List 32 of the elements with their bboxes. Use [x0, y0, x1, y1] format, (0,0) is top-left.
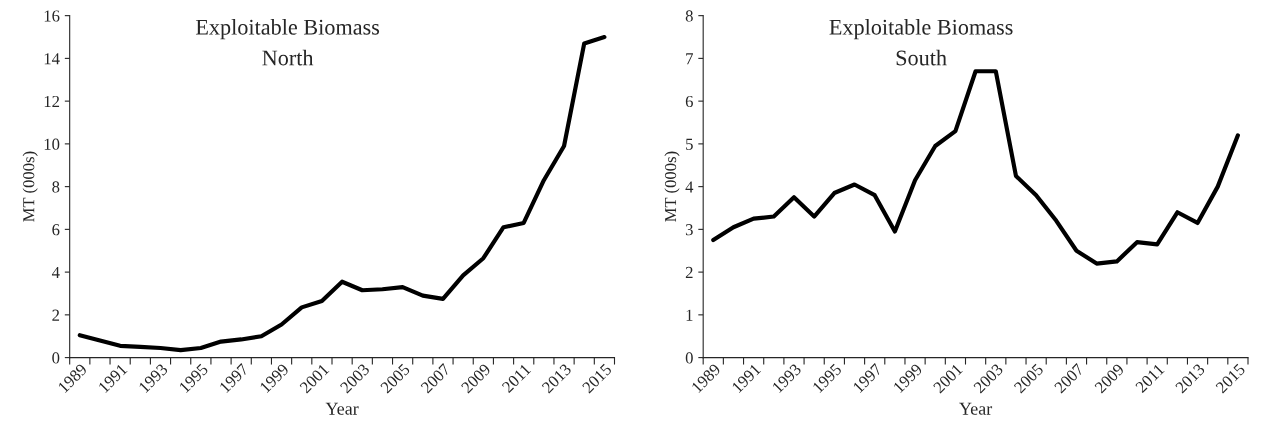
y-tick-label: 12 [44, 95, 60, 107]
text: South [896, 49, 947, 66]
y-tick-label: 6 [685, 95, 693, 108]
y-tick-label: 2 [685, 266, 693, 278]
x-axis-title: Year [325, 402, 359, 415]
y-tick-label: 14 [44, 53, 60, 65]
y-tick-label: 8 [52, 181, 60, 193]
y-tick-label: 4 [51, 266, 60, 278]
y-tick-label: 10 [44, 138, 60, 150]
y-tick-label: 0 [52, 352, 60, 364]
line-series [711, 69, 1240, 266]
y-tick-label: 7 [686, 53, 693, 65]
y-tick-label: 4 [685, 181, 694, 193]
chart-title: Exploitable Biomass [829, 19, 1013, 40]
x-tick-label: 2011 [1134, 363, 1165, 394]
y-tick-label: 8 [685, 10, 693, 22]
y-axis-title: MT (000s) [22, 151, 38, 222]
text: North [262, 49, 314, 66]
y-tick-label: 1 [686, 309, 693, 321]
y-axis-title: MT (000s) [664, 151, 680, 222]
x-tick-label: 2001 [299, 363, 330, 394]
y-tick-label: 2 [52, 309, 60, 321]
y-tick-label: 5 [686, 138, 693, 150]
x-tick-label: 1991 [731, 363, 762, 394]
y-tick-label: 6 [52, 224, 60, 236]
y-tick-label: 16 [44, 10, 60, 22]
y-tick-label: 3 [685, 224, 693, 236]
x-tick-label: 2011 [501, 363, 532, 394]
y-tick-label: 0 [685, 352, 693, 364]
x-axis-title: Year [959, 402, 993, 415]
x-tick-label: 1991 [97, 363, 128, 394]
chart-title: Exploitable Biomass [195, 19, 380, 40]
